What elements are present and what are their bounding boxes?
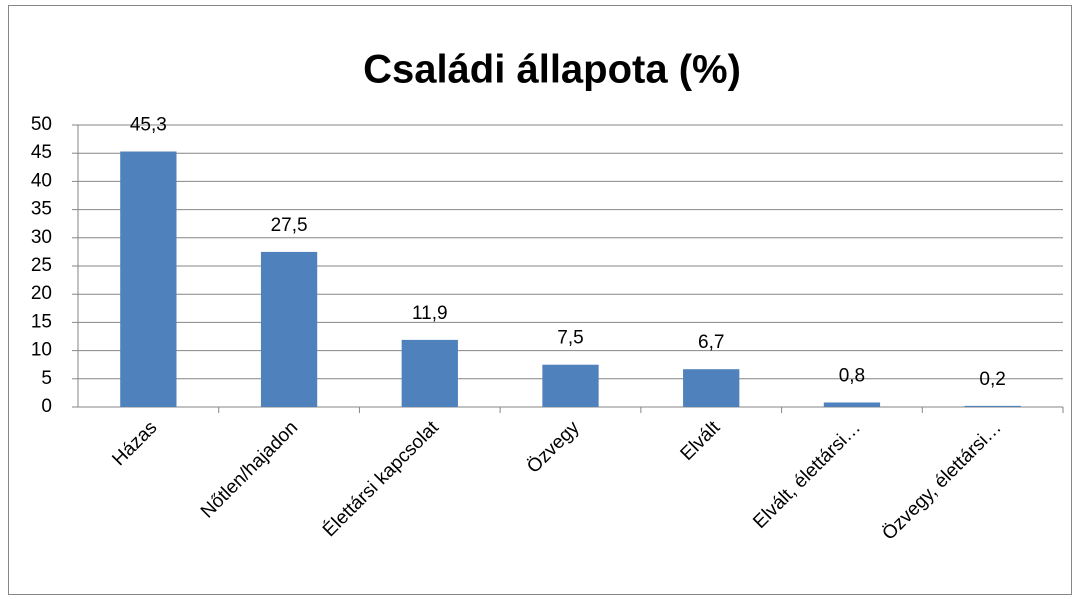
y-tick-label: 45 (31, 142, 52, 163)
chart-title: Családi állapota (%) (363, 48, 741, 92)
bar (823, 402, 881, 407)
value-label: 11,9 (412, 303, 448, 324)
chart-border (8, 5, 1072, 595)
y-tick-label: 25 (31, 255, 52, 276)
y-tick-label: 10 (31, 340, 52, 361)
y-tick-label: 35 (31, 199, 52, 220)
value-label: 6,7 (698, 332, 724, 353)
y-tick-label: 30 (31, 227, 52, 248)
bar (120, 151, 177, 407)
y-tick-label: 20 (31, 283, 52, 304)
bar (542, 364, 599, 407)
value-label: 0,2 (979, 369, 1005, 390)
value-label: 0,8 (839, 366, 865, 387)
bar (401, 339, 458, 407)
bar (964, 405, 1021, 407)
y-tick-label: 40 (31, 170, 52, 191)
value-label: 27,5 (271, 215, 308, 236)
bar (260, 251, 318, 407)
y-tick-label: 15 (31, 311, 52, 332)
value-label: 7,5 (557, 328, 583, 349)
y-tick-label: 50 (31, 114, 52, 135)
y-tick-label: 5 (41, 368, 52, 389)
bar (683, 369, 740, 407)
y-tick-label: 0 (41, 396, 52, 417)
value-label: 45,3 (130, 115, 167, 136)
